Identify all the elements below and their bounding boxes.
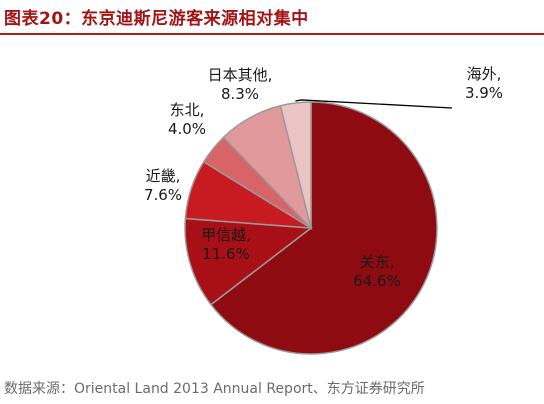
slice-label-name-4: 日本其他, (208, 66, 273, 84)
slice-label-value-0: 64.6% (353, 272, 401, 290)
title-divider (0, 33, 544, 35)
pie-slice-0 (209, 101, 438, 355)
leader-line-overseas (295, 99, 453, 109)
pie-slice-1 (184, 217, 314, 306)
slice-label-name-5: 海外, (467, 65, 502, 83)
slice-label-name-1: 甲信越, (201, 226, 251, 244)
pie-slice-5 (279, 101, 312, 229)
slice-label-name-2: 近畿, (146, 167, 181, 185)
slice-label-name-3: 东北, (170, 101, 205, 119)
slice-label-value-4: 8.3% (221, 85, 259, 103)
slice-label-value-3: 4.0% (168, 120, 206, 138)
slice-label-name-0: 关东, (360, 253, 395, 271)
slice-label-value-2: 7.6% (144, 186, 182, 204)
slice-label-value-1: 11.6% (202, 245, 250, 263)
source-note: 数据来源：Oriental Land 2013 Annual Report、东方… (4, 381, 425, 397)
slice-label-value-5: 3.9% (465, 84, 503, 102)
figure-title: 图表20：东京迪斯尼游客来源相对集中 (4, 9, 309, 29)
